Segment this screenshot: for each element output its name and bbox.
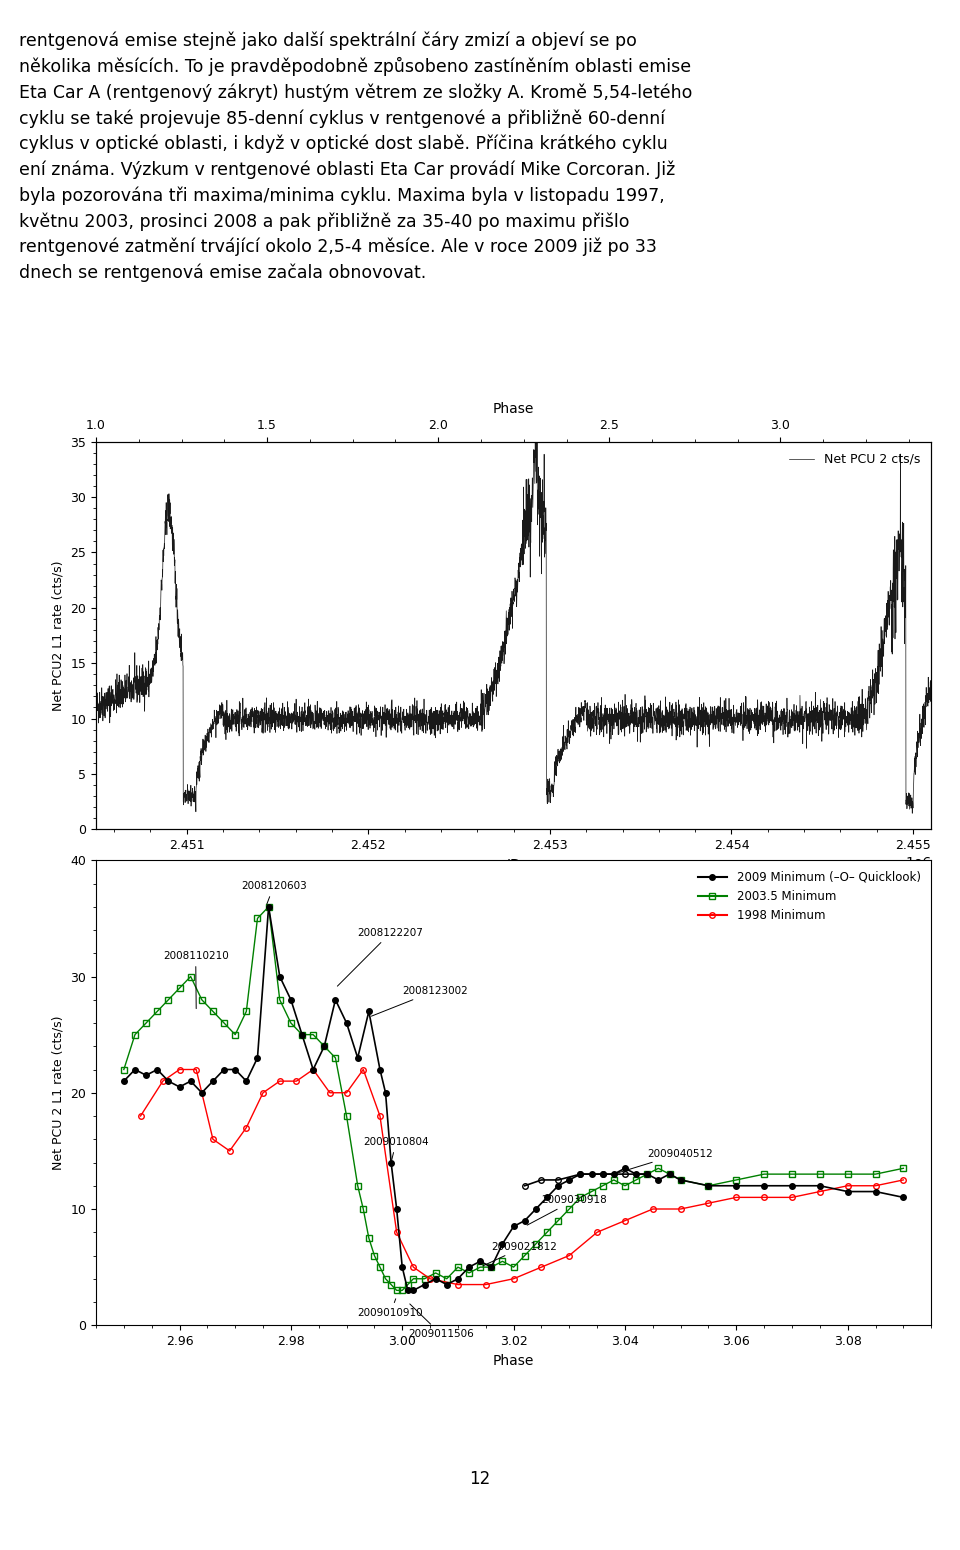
- X-axis label: Phase: Phase: [492, 1353, 535, 1367]
- Legend: 2009 Minimum (–O– Quicklook), 2003.5 Minimum, 1998 Minimum: 2009 Minimum (–O– Quicklook), 2003.5 Min…: [693, 866, 925, 927]
- Text: 12: 12: [469, 1469, 491, 1488]
- Text: 2008123002: 2008123002: [372, 986, 468, 1017]
- Y-axis label: Net PCU 2 L1 rate (cts/s): Net PCU 2 L1 rate (cts/s): [52, 1015, 65, 1170]
- Text: 2008110210: 2008110210: [163, 952, 228, 1009]
- Legend: Net PCU 2 cts/s: Net PCU 2 cts/s: [783, 448, 924, 471]
- Text: 2009010804: 2009010804: [363, 1138, 429, 1159]
- Text: 2009030918: 2009030918: [527, 1195, 607, 1224]
- Text: 2009021812: 2009021812: [483, 1242, 557, 1266]
- Y-axis label: Net PCU2 L1 rate (cts/s): Net PCU2 L1 rate (cts/s): [52, 560, 65, 711]
- Text: 2009010910: 2009010910: [358, 1299, 423, 1317]
- X-axis label: JD: JD: [506, 857, 521, 871]
- Text: 2008120603: 2008120603: [241, 882, 306, 904]
- Text: rentgenová emise stejně jako další spektrální čáry zmizí a objeví se po
několika: rentgenová emise stejně jako další spekt…: [19, 31, 692, 282]
- Text: 2008122207: 2008122207: [337, 928, 423, 986]
- Text: 2009011506: 2009011506: [408, 1304, 473, 1339]
- X-axis label: Phase: Phase: [492, 403, 535, 417]
- Text: 2009040512: 2009040512: [616, 1149, 713, 1173]
